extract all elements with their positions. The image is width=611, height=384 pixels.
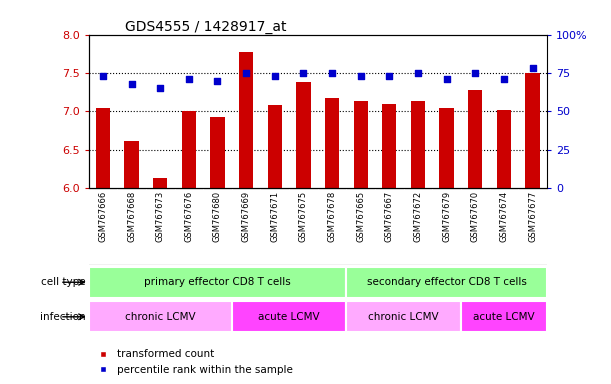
Point bbox=[98, 73, 108, 79]
Bar bbox=[497, 110, 511, 188]
Text: acute LCMV: acute LCMV bbox=[473, 312, 535, 322]
Text: GSM767674: GSM767674 bbox=[499, 190, 508, 242]
Point bbox=[213, 78, 222, 84]
Text: GSM767666: GSM767666 bbox=[98, 190, 108, 242]
Bar bbox=[268, 105, 282, 188]
Bar bbox=[382, 104, 397, 188]
Point bbox=[327, 70, 337, 76]
Point bbox=[470, 70, 480, 76]
Bar bbox=[153, 178, 167, 188]
Bar bbox=[89, 267, 346, 298]
Point bbox=[442, 76, 452, 82]
Bar bbox=[296, 82, 310, 188]
Point bbox=[155, 85, 165, 91]
Point bbox=[356, 73, 365, 79]
Bar bbox=[181, 111, 196, 188]
Point bbox=[528, 65, 538, 71]
Text: GSM767679: GSM767679 bbox=[442, 190, 451, 242]
Point bbox=[126, 81, 136, 87]
Text: secondary effector CD8 T cells: secondary effector CD8 T cells bbox=[367, 277, 527, 287]
Bar bbox=[461, 301, 547, 332]
Point bbox=[413, 70, 423, 76]
Text: cell type: cell type bbox=[41, 277, 86, 287]
Legend: transformed count, percentile rank within the sample: transformed count, percentile rank withi… bbox=[94, 345, 297, 379]
Text: chronic LCMV: chronic LCMV bbox=[125, 312, 196, 322]
Bar bbox=[346, 301, 461, 332]
Bar bbox=[125, 141, 139, 188]
Text: GSM767675: GSM767675 bbox=[299, 190, 308, 242]
Bar bbox=[411, 101, 425, 188]
Text: GSM767669: GSM767669 bbox=[241, 190, 251, 242]
Text: GSM767678: GSM767678 bbox=[327, 190, 337, 242]
Text: primary effector CD8 T cells: primary effector CD8 T cells bbox=[144, 277, 291, 287]
Bar bbox=[439, 108, 454, 188]
Text: GSM767677: GSM767677 bbox=[528, 190, 537, 242]
Text: GSM767680: GSM767680 bbox=[213, 190, 222, 242]
Bar bbox=[96, 108, 110, 188]
Bar bbox=[232, 301, 346, 332]
Bar bbox=[468, 90, 483, 188]
Point bbox=[241, 70, 251, 76]
Bar bbox=[346, 267, 547, 298]
Bar bbox=[525, 73, 540, 188]
Text: GSM767665: GSM767665 bbox=[356, 190, 365, 242]
Text: GSM767671: GSM767671 bbox=[270, 190, 279, 242]
Text: GSM767670: GSM767670 bbox=[470, 190, 480, 242]
Text: GSM767676: GSM767676 bbox=[185, 190, 193, 242]
Point bbox=[299, 70, 309, 76]
Bar bbox=[354, 101, 368, 188]
Point bbox=[270, 73, 280, 79]
Text: GSM767672: GSM767672 bbox=[414, 190, 422, 242]
Bar bbox=[325, 98, 339, 188]
Text: chronic LCMV: chronic LCMV bbox=[368, 312, 439, 322]
Text: GSM767673: GSM767673 bbox=[156, 190, 165, 242]
Bar bbox=[89, 301, 232, 332]
Text: GSM767668: GSM767668 bbox=[127, 190, 136, 242]
Point bbox=[499, 76, 509, 82]
Text: acute LCMV: acute LCMV bbox=[258, 312, 320, 322]
Text: infection: infection bbox=[40, 312, 86, 322]
Point bbox=[184, 76, 194, 82]
Bar bbox=[239, 52, 254, 188]
Text: GSM767667: GSM767667 bbox=[385, 190, 394, 242]
Bar bbox=[210, 117, 225, 188]
Point bbox=[384, 73, 394, 79]
Text: GDS4555 / 1428917_at: GDS4555 / 1428917_at bbox=[125, 20, 287, 33]
